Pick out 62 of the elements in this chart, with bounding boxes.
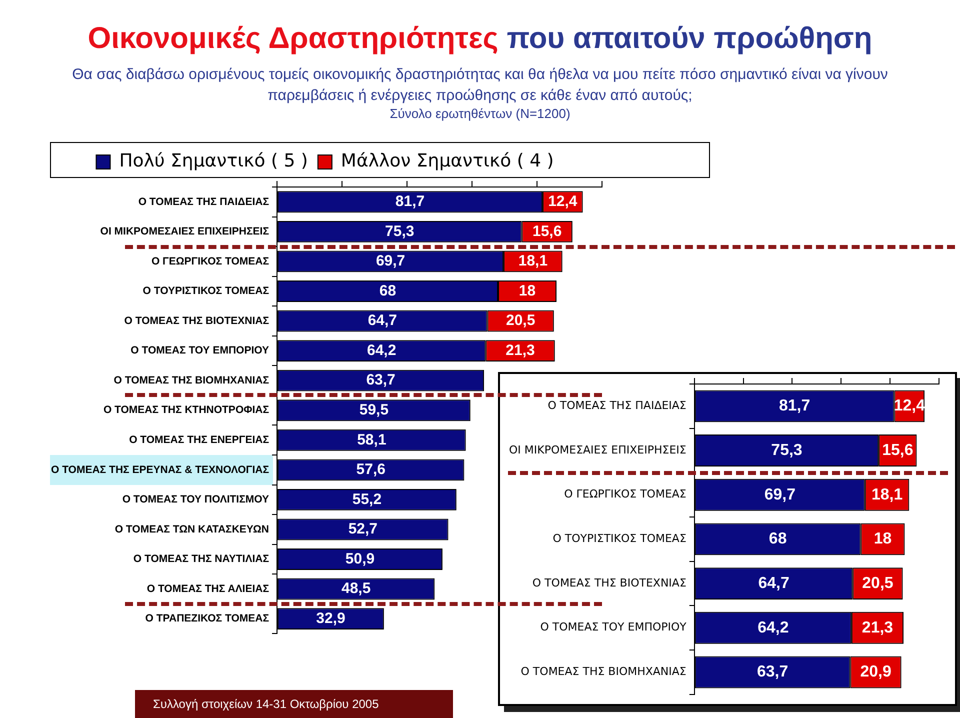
data-label: 20,5 bbox=[862, 574, 894, 592]
data-label: 81,7 bbox=[395, 193, 425, 210]
data-label: 15,6 bbox=[882, 442, 914, 459]
text: Συλλογή στοιχείων 14-31 Οκτωβρίου 2005 bbox=[135, 690, 453, 718]
data-label: 15,6 bbox=[532, 222, 562, 240]
y-tick-label: Ο ΤΟΥΡΙΣΤΙΚΟΣ ΤΟΜΕΑΣ bbox=[142, 285, 270, 298]
data-label: 20,5 bbox=[506, 312, 536, 330]
y-tick-label: Ο ΤΟΜΕΑΣ ΤΗΣ ΑΛΙΕΙΑΣ bbox=[146, 582, 270, 595]
y-tick-label: Ο ΤΟΜΕΑΣ ΤΟΥ ΕΜΠΟΡΙΟΥ bbox=[540, 620, 687, 634]
y-tick-label: Ο ΤΟΜΕΑΣ ΤΗΣ ΒΙΟΤΕΧΝΙΑΣ bbox=[532, 576, 686, 590]
y-tick-label: ΟΙ ΜΙΚΡΟΜΕΣΑΙΕΣ ΕΠΙΧΕΙΡΗΣΕΙΣ bbox=[100, 226, 270, 238]
data-label: 64,7 bbox=[368, 312, 398, 330]
y-tick-label: ΟΙ ΜΙΚΡΟΜΕΣΑΙΕΣ ΕΠΙΧΕΙΡΗΣΕΙΣ bbox=[508, 443, 686, 456]
data-label: 75,3 bbox=[771, 442, 802, 459]
text: Σύνολο ερωτηθέντων (N=1200) bbox=[388, 106, 572, 121]
y-tick-label: Ο ΤΟΜΕΑΣ ΤΗΣ ΒΙΟΤΕΧΝΙΑΣ bbox=[124, 314, 270, 327]
data-label: 20,9 bbox=[860, 664, 892, 681]
legend-label: Πολύ Σημαντικό ( 5 ) bbox=[119, 150, 308, 172]
data-label: 50,9 bbox=[345, 550, 375, 568]
data-label: 32,9 bbox=[316, 610, 346, 627]
chart-subtitle: Θα σας διαβάσω ορισμένους τομείς οικονομικής δραστηριότητας και θα ήθελα να μου πείτε πόσο σημαντικό είναι να γίνουν παρεμβάσεις ή ενέργειες προώθησης σε κάθε έναν από αυτούς; bbox=[71, 65, 889, 106]
data-label: 58,1 bbox=[357, 431, 386, 448]
y-tick-label: Ο ΓΕΩΡΓΙΚΟΣ ΤΟΜΕΑΣ bbox=[151, 255, 270, 268]
data-label: 63,7 bbox=[366, 372, 396, 389]
y-tick-label: Ο ΤΟΜΕΑΣ ΤΗΣ ΝΑΥΤΙΛΙΑΣ bbox=[133, 553, 270, 566]
y-tick-label: Ο ΤΡΑΠΕΖΙΚΟΣ ΤΟΜΕΑΣ bbox=[145, 612, 270, 625]
data-label: 69,7 bbox=[376, 252, 406, 270]
y-tick-label: Ο ΤΟΥΡΙΣΤΙΚΟΣ ΤΟΜΕΑΣ bbox=[552, 532, 686, 546]
data-label: 21,3 bbox=[506, 342, 535, 359]
data-label: 52,7 bbox=[348, 520, 378, 538]
y-tick-label: Ο ΤΟΜΕΑΣ ΤΗΣ ΠΑΙΔΕΙΑΣ bbox=[138, 196, 270, 208]
data-label: 55,2 bbox=[352, 490, 382, 508]
y-tick-label: Ο ΤΟΜΕΑΣ ΤΗΣ ΕΝΕΡΓΕΙΑΣ bbox=[129, 434, 270, 446]
y-tick-label: Ο ΤΟΜΕΑΣ ΤΗΣ ΠΑΙΔΕΙΑΣ bbox=[548, 399, 686, 412]
y-tick-label: Ο ΤΟΜΕΑΣ ΤΗΣ ΒΙΟΜΗΧΑΝΙΑΣ bbox=[520, 665, 686, 678]
data-label: 68 bbox=[379, 282, 396, 300]
data-label: 48,5 bbox=[341, 580, 371, 598]
data-label: 57,6 bbox=[356, 461, 386, 478]
data-label: 18,1 bbox=[871, 486, 903, 504]
data-label: 12,4 bbox=[548, 193, 578, 210]
y-tick-label: Ο ΤΟΜΕΑΣ ΤΟΥ ΠΟΛΙΤΙΣΜΟΥ bbox=[122, 494, 270, 506]
data-label: 64,2 bbox=[758, 619, 789, 636]
y-tick-label: Ο ΤΟΜΕΑΣ ΤΗΣ ΒΙΟΜΗΧΑΝΙΑΣ bbox=[114, 374, 270, 386]
y-tick-label: Ο ΤΟΜΕΑΣ ΤΩΝ ΚΑΤΑΣΚΕΥΩΝ bbox=[114, 523, 270, 536]
data-label: 75,3 bbox=[385, 222, 414, 240]
chart-title: Οικονομικές Δραστηριότητες που απαιτούν προώθηση bbox=[86, 22, 874, 56]
data-label: 18 bbox=[518, 282, 536, 300]
legend-label: Μάλλον Σημαντικό ( 4 ) bbox=[340, 150, 554, 172]
y-tick-label: Ο ΤΟΜΕΑΣ ΤΗΣ ΚΤΗΝΟΤΡΟΦΙΑΣ bbox=[103, 404, 270, 416]
data-label: 81,7 bbox=[778, 398, 810, 415]
y-tick-label: Ο ΤΟΜΕΑΣ ΤΟΥ ΕΜΠΟΡΙΟΥ bbox=[130, 344, 270, 357]
data-label: 63,7 bbox=[756, 664, 788, 681]
data-label: 68 bbox=[768, 530, 787, 548]
y-tick-label: Ο ΓΕΩΡΓΙΚΟΣ ΤΟΜΕΑΣ bbox=[564, 488, 686, 501]
data-label: 69,7 bbox=[764, 486, 796, 504]
data-label: 21,3 bbox=[862, 619, 894, 636]
data-label: 64,7 bbox=[758, 574, 790, 592]
data-label: 18,1 bbox=[518, 252, 548, 270]
data-label: 64,2 bbox=[366, 342, 396, 359]
data-label: 59,5 bbox=[359, 401, 389, 418]
y-tick-label: Ο ΤΟΜΕΑΣ ΤΗΣ ΕΡΕΥΝΑΣ & ΤΕΧΝΟΛΟΓΙΑΣ bbox=[51, 464, 270, 476]
data-label: 18 bbox=[874, 530, 892, 548]
